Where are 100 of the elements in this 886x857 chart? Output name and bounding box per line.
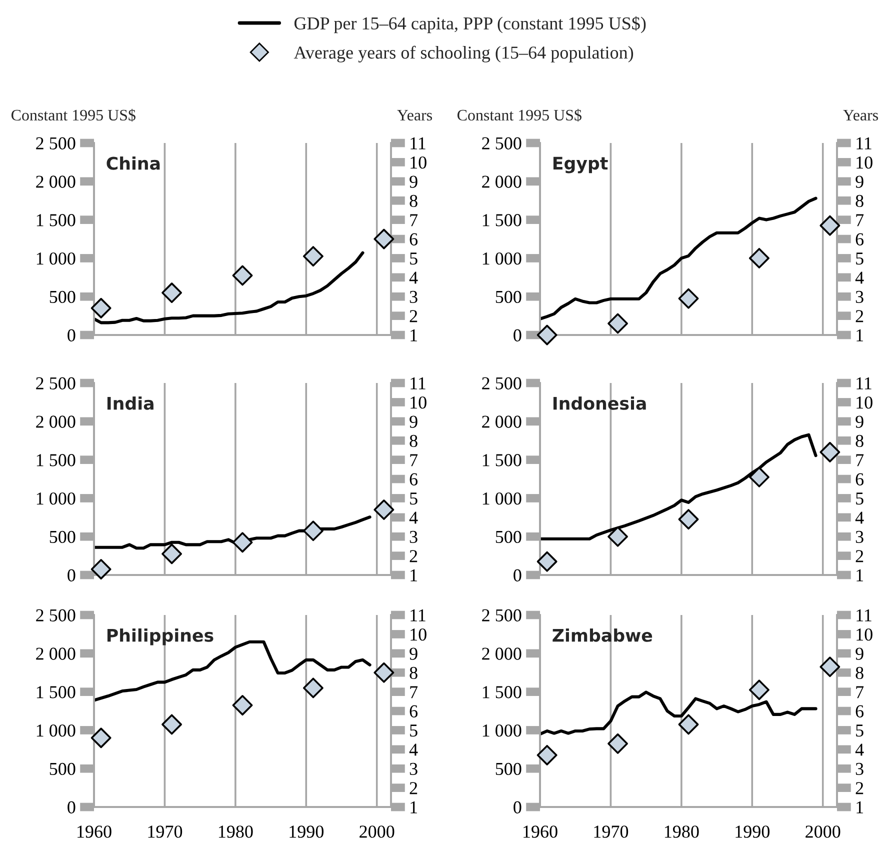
- x-tick-label: 1990: [736, 826, 770, 838]
- y2-tick-label: 5: [856, 724, 864, 737]
- point: [748, 680, 770, 700]
- point: [302, 678, 324, 698]
- y-tick-label: 1 500: [482, 454, 522, 466]
- point: [608, 313, 628, 334]
- point: [302, 520, 324, 542]
- x-tick-label: 1970: [148, 826, 182, 838]
- y2-tick-label: 11: [410, 137, 426, 150]
- y2-tick-label: 8: [856, 434, 864, 448]
- y2-tick-label: 9: [856, 416, 864, 428]
- y2-tick-label: 5: [410, 492, 418, 505]
- y2-tick-label: 10: [410, 628, 426, 641]
- y2-tick-label: 1: [410, 801, 417, 814]
- y-tick-label: 1 000: [482, 252, 522, 265]
- y2-tick-label: 4: [855, 744, 864, 756]
- point: [162, 282, 182, 303]
- point: [536, 744, 558, 766]
- y2-tick-label: 10: [410, 396, 426, 409]
- y-tick-label: 500: [50, 290, 76, 304]
- y-tick-label: 1 000: [482, 492, 522, 505]
- text: Egypt: [553, 156, 608, 174]
- y2-tick-label: 10: [410, 156, 426, 169]
- y-tick-label: 2 500: [482, 377, 522, 390]
- point: [302, 246, 324, 267]
- point: [678, 288, 699, 309]
- y2-tick-label: 5: [410, 724, 418, 737]
- y2-tick-label: 6: [410, 233, 418, 246]
- y2-tick-label: 6: [856, 233, 864, 246]
- point: [678, 714, 699, 735]
- y2-tick-label: 5: [856, 492, 864, 505]
- y2-tick-label: 4: [409, 512, 418, 524]
- y2-tick-label: 1: [856, 569, 863, 582]
- y-tick-label: 1 500: [36, 454, 76, 466]
- y-tick-label: 2 000: [482, 416, 522, 428]
- y-tick-label: 2 000: [36, 648, 76, 660]
- y2-tick-label: 1: [410, 329, 417, 342]
- y2-tick-label: 8: [856, 666, 864, 680]
- y2-tick-label: 4: [409, 744, 418, 756]
- y2-tick-label: 8: [856, 194, 864, 208]
- y2-tick-label: 2: [410, 550, 418, 562]
- y2-tick-label: 3: [410, 290, 418, 304]
- y2-tick-label: 4: [855, 512, 864, 524]
- line-series: [540, 690, 818, 736]
- y2-tick-label: 7: [410, 214, 418, 226]
- point: [536, 551, 558, 572]
- point: [374, 662, 394, 683]
- y-axis-title: Constant 1995 US$: [11, 108, 136, 122]
- y-tick-label: 500: [496, 290, 522, 304]
- y-axis-title: Constant 1995 US$: [457, 108, 582, 122]
- y-tick-label: 2 500: [36, 377, 76, 390]
- y-tick-label: 500: [50, 762, 76, 776]
- point: [820, 442, 840, 462]
- y-tick-label: 2 000: [36, 176, 76, 188]
- y-tick-label: 500: [496, 762, 522, 776]
- point: [232, 532, 253, 553]
- y2-tick-label: 2: [410, 782, 418, 794]
- y-tick-label: 1 000: [36, 252, 76, 265]
- y-tick-label: 0: [68, 569, 76, 582]
- y2-tick-label: 7: [856, 454, 864, 466]
- y2-tick-label: 11: [410, 377, 426, 390]
- point: [374, 499, 394, 520]
- y2-tick-label: 7: [410, 454, 418, 466]
- x-tick-label: 1980: [218, 826, 253, 838]
- y-tick-label: 0: [514, 569, 522, 582]
- y2-tick-label: 5: [856, 252, 864, 265]
- y2-tick-label: 3: [856, 762, 864, 776]
- y2-tick-label: 4: [855, 272, 864, 284]
- text: Philippines: [107, 628, 214, 646]
- y2-tick-label: 6: [410, 705, 418, 718]
- y-tick-label: 1 500: [36, 686, 76, 698]
- point: [232, 265, 253, 286]
- y2-tick-label: 9: [410, 176, 418, 188]
- text: Zimbabwe: [552, 628, 652, 642]
- point: [608, 733, 628, 754]
- text: India: [107, 396, 154, 410]
- y2-tick-label: 9: [856, 176, 864, 188]
- point: [536, 324, 558, 346]
- x-tick-label: 2000: [360, 826, 394, 838]
- text: Indonesia: [553, 396, 646, 410]
- point: [162, 714, 182, 735]
- y2-tick-label: 1: [856, 329, 863, 342]
- point: [748, 248, 770, 268]
- y2-tick-label: 6: [856, 473, 864, 486]
- y-tick-label: 500: [496, 530, 522, 544]
- y2-tick-label: 9: [410, 416, 418, 428]
- y-tick-label: 0: [514, 801, 522, 814]
- point: [90, 298, 112, 318]
- y2-tick-label: 3: [856, 530, 864, 544]
- y2-axis-title: Years: [397, 110, 432, 121]
- y2-tick-label: 11: [856, 137, 872, 150]
- y-tick-label: 2 000: [36, 416, 76, 428]
- y-tick-label: 1 500: [482, 214, 522, 226]
- y2-tick-label: 9: [410, 648, 418, 660]
- y-tick-label: 0: [68, 329, 76, 342]
- line-series: [540, 196, 818, 320]
- point: [748, 466, 770, 488]
- y2-tick-label: 8: [410, 194, 418, 208]
- point: [374, 228, 394, 250]
- point: [162, 544, 182, 564]
